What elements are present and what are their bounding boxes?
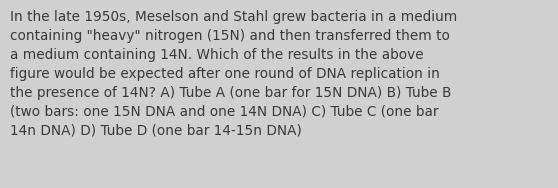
Text: In the late 1950s, Meselson and Stahl grew bacteria in a medium
containing "heav: In the late 1950s, Meselson and Stahl gr… bbox=[10, 10, 457, 138]
